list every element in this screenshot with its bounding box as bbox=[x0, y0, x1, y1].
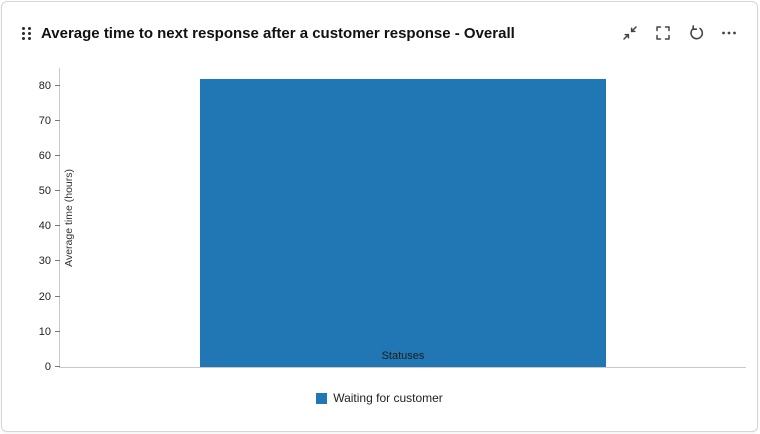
y-tick-label: 30 bbox=[38, 255, 51, 268]
y-tick-mark bbox=[55, 295, 60, 297]
legend-swatch bbox=[316, 392, 328, 404]
y-tick-mark bbox=[55, 366, 60, 367]
more-button[interactable] bbox=[719, 23, 739, 43]
bar-waiting-for-customer[interactable] bbox=[200, 78, 606, 367]
drag-handle-icon[interactable] bbox=[22, 26, 31, 40]
x-axis-category-label: Statuses bbox=[381, 350, 425, 362]
legend: Waiting for customer bbox=[2, 391, 757, 405]
y-tick-mark bbox=[55, 260, 60, 262]
y-tick-mark bbox=[55, 154, 60, 156]
legend-label: Waiting for customer bbox=[333, 391, 443, 405]
card-header: Average time to next response after a cu… bbox=[22, 20, 739, 46]
y-tick-label: 70 bbox=[38, 114, 51, 127]
y-axis-title: Average time (hours) bbox=[63, 68, 75, 367]
ellipsis-icon bbox=[722, 31, 736, 35]
y-tick-mark bbox=[55, 119, 60, 121]
y-tick-label: 50 bbox=[38, 185, 51, 198]
card-title: Average time to next response after a cu… bbox=[41, 24, 515, 42]
y-tick-label: 10 bbox=[38, 325, 51, 338]
fullscreen-button[interactable] bbox=[653, 23, 673, 43]
y-tick-label: 60 bbox=[38, 149, 51, 162]
y-tick-mark bbox=[55, 225, 60, 227]
y-tick-mark bbox=[55, 84, 60, 86]
fullscreen-icon bbox=[656, 26, 670, 40]
plot-area: Statuses 0 10 20 30 40 50 60 70 80 bbox=[39, 68, 746, 373]
refresh-icon bbox=[689, 24, 703, 39]
header-actions bbox=[620, 23, 739, 43]
y-tick-label: 0 bbox=[44, 361, 51, 373]
y-tick-mark bbox=[55, 190, 60, 192]
y-tick-label: 20 bbox=[38, 290, 51, 303]
collapse-button[interactable] bbox=[620, 23, 640, 43]
refresh-button[interactable] bbox=[686, 23, 706, 43]
y-tick-mark bbox=[55, 330, 60, 332]
y-tick-label: 80 bbox=[38, 79, 51, 92]
collapse-arrows-icon bbox=[623, 26, 637, 40]
y-tick-label: 40 bbox=[38, 220, 51, 233]
y-axis-title-text: Average time (hours) bbox=[63, 168, 75, 267]
